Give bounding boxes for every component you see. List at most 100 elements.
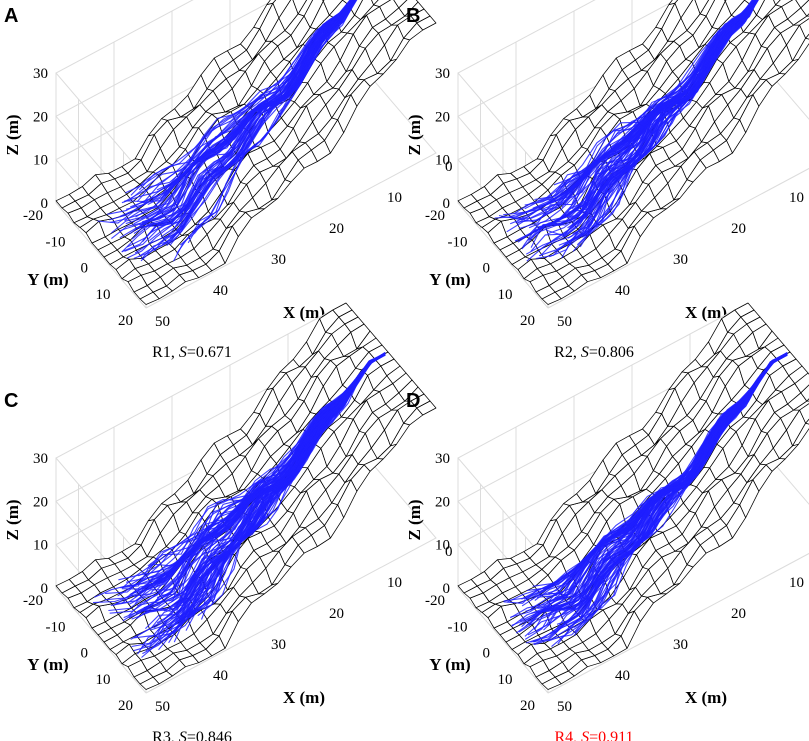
y-tick-label: 10 — [498, 287, 513, 303]
z-tick-label: 30 — [435, 451, 450, 467]
floor-edge — [145, 432, 437, 694]
mesh-cell — [800, 384, 809, 402]
y-axis-label: Y (m) — [27, 655, 68, 674]
y-tick-label: -10 — [46, 234, 66, 250]
z-tick-label: 20 — [33, 109, 48, 125]
caption-run: R4, — [554, 729, 581, 741]
x-tick-label: 20 — [731, 221, 746, 237]
caption-value: =0.911 — [589, 729, 633, 741]
panel-letter: A — [4, 5, 18, 27]
z-tick-label: 10 — [435, 153, 450, 169]
trajectory-line — [124, 0, 353, 203]
trajectory-line — [131, 353, 386, 587]
trajectory-line — [137, 352, 386, 655]
mesh-cell — [398, 0, 419, 17]
trajectory-line — [525, 0, 759, 255]
mesh-cell — [781, 0, 802, 20]
x-tick-label: 40 — [615, 668, 630, 684]
y-tick-label: 0 — [483, 261, 491, 277]
caption-run: R1, — [152, 344, 179, 361]
x-tick-label: 20 — [329, 221, 344, 237]
mesh-cell — [278, 0, 299, 31]
y-tick-label: 10 — [96, 672, 111, 688]
y-tick-label: -20 — [425, 208, 445, 224]
mesh-cell — [724, 0, 745, 16]
y-tick-label: -10 — [448, 234, 468, 250]
trajectory-line — [176, 0, 357, 254]
trajectory-line — [541, 0, 755, 211]
trajectory-line — [527, 353, 788, 591]
mesh-cell — [371, 0, 379, 6]
mesh-cell — [694, 0, 709, 15]
mesh-cell — [292, 0, 307, 15]
z-tick-label: 30 — [33, 451, 48, 467]
caption-run: R3, — [152, 729, 179, 741]
trajectory-line — [142, 0, 355, 226]
x-tick-label: 40 — [213, 283, 228, 299]
x-tick-label: 50 — [557, 699, 572, 715]
trajectory-line — [582, 0, 759, 238]
z-tick-label: 10 — [435, 538, 450, 554]
y-tick-label: -20 — [23, 593, 43, 609]
z-tick-label: 0 — [443, 581, 451, 597]
y-tick-label: 0 — [81, 261, 89, 277]
z-tick-label: 20 — [33, 494, 48, 510]
x-tick-label: 0 — [445, 159, 453, 175]
panel-caption: R1, S=0.671 — [152, 344, 232, 361]
y-tick-label: 20 — [118, 313, 133, 329]
caption-value: =0.806 — [589, 344, 634, 361]
x-tick-label: 40 — [213, 668, 228, 684]
panel-caption: R4, S=0.911 — [554, 729, 633, 741]
z-axis-label: Z (m) — [3, 499, 22, 540]
trajectory-bundle — [494, 0, 759, 262]
z-tick-label: 0 — [41, 196, 49, 212]
trajectory-line — [530, 0, 758, 252]
y-tick-label: 10 — [96, 287, 111, 303]
x-tick-label: 20 — [731, 606, 746, 622]
trajectory-line — [161, 0, 357, 246]
trajectory-line — [569, 0, 756, 210]
trajectory-bundle — [97, 0, 358, 262]
trajectory-bundle — [503, 352, 788, 648]
terrain-mesh — [457, 0, 809, 305]
y-tick-label: 10 — [498, 672, 513, 688]
y-axis-label: Y (m) — [429, 655, 470, 674]
panel-caption: R2, S=0.806 — [554, 344, 634, 361]
trajectory-bundle — [92, 352, 386, 658]
caption-value: =0.671 — [187, 344, 232, 361]
mesh-cell — [354, 0, 374, 20]
y-tick-label: -20 — [425, 593, 445, 609]
trajectory-line — [545, 352, 788, 610]
panel-letter: D — [406, 390, 420, 412]
trajectory-line — [154, 0, 357, 252]
mesh-cell — [800, 0, 809, 17]
mesh-cell — [668, 0, 679, 5]
x-tick-label: 30 — [673, 637, 688, 653]
mesh-cell — [266, 0, 277, 5]
y-tick-label: -10 — [448, 619, 468, 635]
trajectory-line — [173, 0, 357, 262]
floor-edge — [145, 47, 437, 309]
x-tick-label: 10 — [789, 190, 804, 206]
x-axis-label: X (m) — [283, 303, 325, 322]
x-tick-label: 50 — [557, 314, 572, 330]
mesh-cell — [734, 302, 755, 318]
mesh-cell — [756, 0, 776, 20]
trajectory-line — [182, 354, 386, 604]
x-axis-label: X (m) — [283, 688, 325, 707]
trajectory-line — [140, 0, 354, 204]
caption-metric-symbol: S — [179, 344, 187, 361]
mesh-cell — [775, 0, 794, 7]
z-tick-label: 30 — [33, 66, 48, 82]
y-tick-label: 20 — [118, 698, 133, 714]
trajectory-line — [145, 352, 386, 629]
x-tick-label: 30 — [271, 637, 286, 653]
x-tick-label: 50 — [155, 699, 170, 715]
mesh-cell — [795, 0, 809, 9]
caption-metric-symbol: S — [581, 729, 589, 741]
floor-edge — [547, 432, 809, 694]
trajectory-line — [494, 0, 755, 219]
